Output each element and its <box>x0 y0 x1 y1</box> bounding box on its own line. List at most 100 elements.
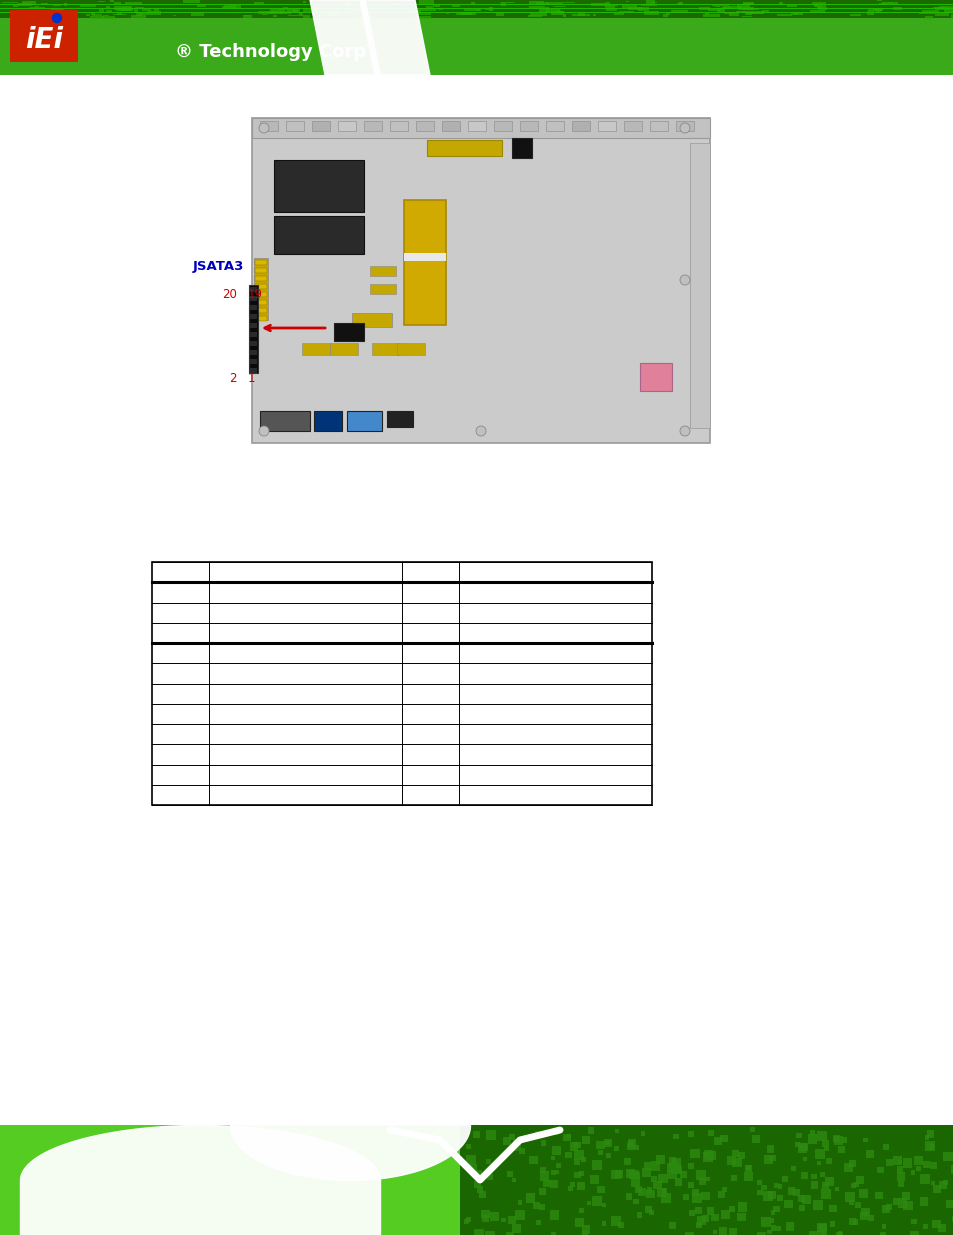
Bar <box>874 10 880 12</box>
Bar <box>934 12 948 16</box>
Bar <box>902 1158 911 1168</box>
Bar <box>942 1181 947 1186</box>
Bar <box>823 1146 828 1151</box>
Bar <box>571 14 578 16</box>
Bar <box>90 16 104 19</box>
Bar <box>623 121 641 131</box>
Circle shape <box>258 426 269 436</box>
Bar <box>302 15 310 17</box>
Bar <box>474 1170 481 1178</box>
Bar <box>557 10 561 12</box>
Bar <box>464 1163 471 1170</box>
Bar <box>252 119 709 138</box>
Bar <box>514 1144 521 1151</box>
Bar <box>775 1225 781 1231</box>
Bar <box>793 12 801 15</box>
Bar <box>914 1156 923 1166</box>
Bar <box>766 1145 774 1152</box>
Bar <box>639 363 671 391</box>
Bar <box>224 5 241 7</box>
Bar <box>485 1158 491 1165</box>
Bar <box>481 1215 488 1223</box>
Bar <box>836 1233 842 1235</box>
Bar <box>896 1172 904 1181</box>
Bar <box>416 14 430 15</box>
Bar <box>545 9 559 12</box>
Bar <box>644 1205 651 1213</box>
Bar <box>657 1188 665 1197</box>
Bar <box>615 1129 618 1132</box>
Bar <box>591 1197 601 1205</box>
Bar <box>230 5 235 9</box>
Bar <box>141 9 151 11</box>
Bar <box>675 1178 681 1186</box>
Bar <box>757 1181 760 1184</box>
Bar <box>529 12 546 16</box>
Bar <box>809 1130 814 1135</box>
Bar <box>577 1182 585 1191</box>
Bar <box>670 10 688 14</box>
Bar <box>254 284 267 289</box>
Bar <box>838 1146 844 1153</box>
Bar <box>535 1131 540 1137</box>
Bar <box>536 1 549 5</box>
Bar <box>303 9 319 11</box>
Bar <box>770 1225 775 1231</box>
Bar <box>850 1183 855 1188</box>
Bar <box>717 9 724 12</box>
Bar <box>736 5 749 9</box>
Bar <box>478 1191 485 1198</box>
Bar <box>790 1166 795 1171</box>
Bar <box>54 12 71 16</box>
Bar <box>311 6 320 7</box>
Bar <box>849 15 860 16</box>
Bar <box>250 305 256 310</box>
Bar <box>837 1231 841 1235</box>
Bar <box>665 14 669 15</box>
Bar <box>768 1155 775 1161</box>
Bar <box>253 258 268 320</box>
Bar <box>740 7 759 10</box>
Bar <box>572 121 589 131</box>
Bar <box>684 1231 694 1235</box>
Bar <box>347 411 381 431</box>
Bar <box>614 14 623 15</box>
Bar <box>671 1165 679 1173</box>
Bar <box>18 2 32 6</box>
Bar <box>474 1229 483 1235</box>
Bar <box>601 1221 606 1226</box>
Bar <box>742 2 754 5</box>
Bar <box>867 1215 873 1221</box>
Bar <box>897 1160 902 1165</box>
Bar <box>303 1 306 4</box>
Bar <box>131 15 146 19</box>
Bar <box>934 7 949 10</box>
Bar <box>697 1215 705 1225</box>
Bar <box>525 1193 535 1203</box>
Bar <box>744 1165 751 1172</box>
Bar <box>810 1173 816 1179</box>
Bar <box>476 9 480 11</box>
Bar <box>633 6 648 7</box>
Bar <box>191 12 204 16</box>
Bar <box>666 1162 676 1172</box>
Bar <box>925 1130 934 1137</box>
Bar <box>932 6 947 7</box>
Polygon shape <box>310 0 379 75</box>
Bar <box>574 1150 583 1160</box>
Bar <box>720 1135 727 1142</box>
Bar <box>408 10 420 12</box>
Bar <box>485 1230 495 1235</box>
Bar <box>107 6 111 9</box>
Bar <box>885 1204 891 1210</box>
Bar <box>950 1165 953 1174</box>
Bar <box>915 1166 920 1171</box>
Bar <box>877 1167 882 1173</box>
Bar <box>800 1172 807 1179</box>
Bar <box>881 1224 885 1229</box>
Bar <box>896 1166 902 1173</box>
Bar <box>153 7 159 11</box>
Bar <box>250 368 256 373</box>
Bar <box>801 1194 810 1204</box>
Bar <box>885 1158 893 1166</box>
